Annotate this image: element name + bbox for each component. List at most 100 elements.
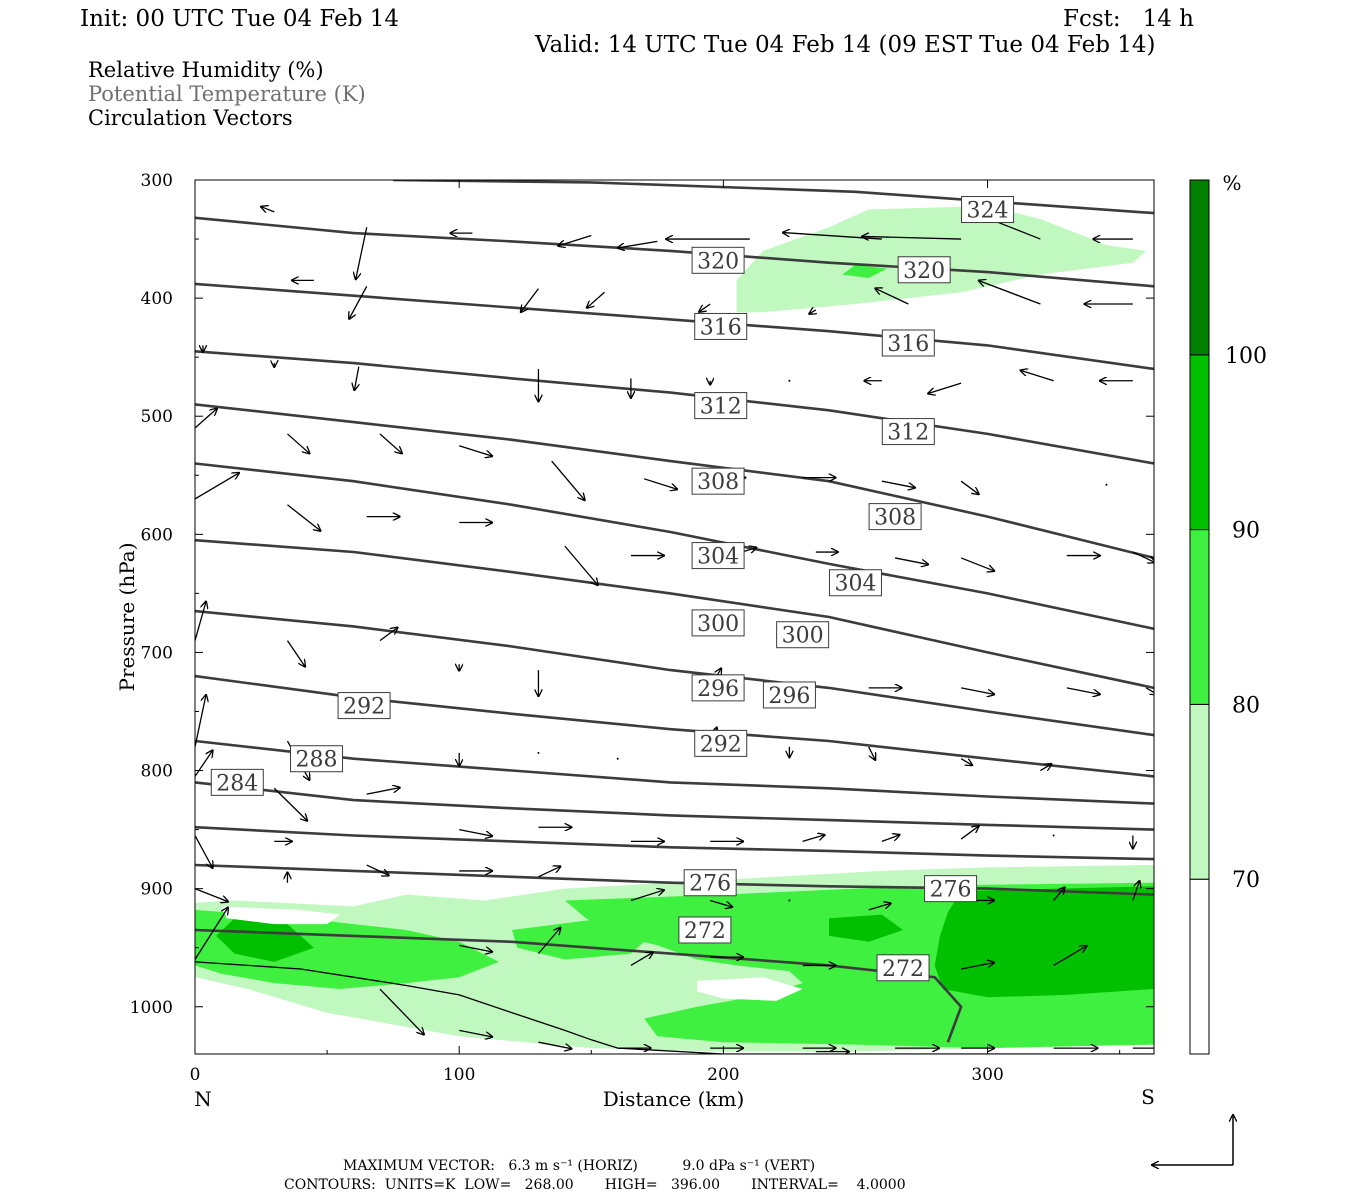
theta-contour-324 [393,180,1154,215]
circulation-vector [616,757,619,760]
theta-contour-300 [195,538,1154,690]
circulation-vector [195,888,228,902]
circulation-vector [287,504,320,531]
circulation-vector [894,557,928,565]
circulation-vector [366,864,389,875]
theta-contour-276 [195,863,1154,896]
circulation-vector [459,944,492,952]
colorbar-tick-label: 80 [1232,693,1260,718]
circulation-vector [537,928,560,955]
circulation-vector [459,1029,492,1037]
circulation-vector [366,788,400,795]
circulation-vector [379,628,398,642]
legend-circulation-vectors: Circulation Vectors [88,106,293,130]
circulation-vector [287,433,309,454]
theta-label: 272 [882,957,924,982]
circulation-vector [961,962,994,970]
y-tick-label: 300 [141,171,173,191]
theta-label: 288 [296,748,338,773]
theta-label-box [691,609,745,637]
north-label: N [194,1087,212,1111]
theta-label-box [691,467,745,495]
theta-contour-272 [195,928,963,1043]
valid-time: Valid: 14 UTC Tue 04 Feb 14 (09 EST Tue … [535,32,1156,58]
theta-label-box [961,196,1015,224]
theta-label-box [881,329,935,357]
circulation-vector [537,751,540,754]
circulation-vector [875,288,909,305]
circulation-vector [356,227,368,279]
theta-label: 316 [887,332,929,357]
circulation-vector [709,899,732,907]
theta-label: 312 [700,395,742,420]
init-time: Init: 00 UTC Tue 04 Feb 14 [80,6,400,32]
contour-info: CONTOURS: UNITS=K LOW= 268.00 HIGH= 396.… [284,1177,906,1193]
rh-region [221,906,341,925]
theta-label: 296 [768,684,810,709]
plot-area: 324 320 320 316 316 312 312 308 308 304 304 300 300 2… [195,180,1154,1054]
colorbar-segment [1189,529,1210,705]
theta-label: 292 [343,695,385,720]
circulation-vector [643,478,677,489]
theta-label: 296 [697,677,739,702]
circulation-vector [354,366,358,390]
circulation-vector [960,480,979,494]
circulation-vector [195,409,217,429]
max-vector-note: MAXIMUM VECTOR: 6.3 m s⁻¹ (HORIZ) 9.0 dP… [343,1158,816,1174]
x-axis-label: Distance (km) [603,1087,745,1111]
circulation-vector [1132,551,1154,562]
circulation-vector [862,236,962,239]
circulation-vector [788,379,791,382]
x-tick-label: 200 [707,1065,739,1085]
theta-label-box [876,954,930,982]
theta-contour-280 [195,825,1154,861]
theta-label-box [694,392,748,420]
y-tick-label: 800 [141,762,173,782]
terrain-line [195,961,1154,1054]
theta-contour-296 [195,609,1154,737]
theta-label-box [694,312,748,340]
theta-label-box [678,916,732,944]
circulation-vector [1132,881,1140,901]
circulation-vector [961,687,994,695]
colorbar-unit: % [1222,171,1241,195]
circulation-vector [564,545,598,585]
colorbar-tick-label: 70 [1232,868,1260,893]
rh-region [216,918,314,962]
theta-label-box [868,503,922,531]
circulation-vector [630,890,664,902]
circulation-vector [868,903,891,911]
theta-label: 276 [689,872,731,897]
circulation-vector [379,988,424,1035]
circulation-vector [928,382,962,393]
theta-label-box [897,256,951,284]
theta-label-box [683,869,737,897]
circulation-vector [868,746,876,760]
y-tick-label: 400 [141,289,173,309]
circulation-vector [558,234,592,246]
theta-contour-304 [195,462,1154,631]
theta-label: 276 [930,878,972,903]
circulation-vector [802,835,825,843]
theta-label: 308 [874,506,916,531]
theta-contour-308 [195,403,1154,560]
circulation-vector [195,695,206,748]
theta-label-box [337,692,391,720]
circulation-vector [521,288,539,312]
colorbar-tick-label: 100 [1225,344,1267,369]
x-tick-label: 0 [190,1065,201,1085]
theta-label-box [762,681,816,709]
circulation-vector [273,787,307,821]
colorbar-tick-label: 90 [1232,519,1260,544]
circulation-vector [538,866,560,878]
forecast-hour: Fcst: 14 h [1063,6,1194,32]
circulation-vector [1052,834,1055,837]
rh-region [842,265,888,278]
circulation-vector [459,828,492,837]
circulation-vector [1145,687,1154,695]
theta-contour-316 [195,282,1154,371]
theta-label: 308 [697,470,739,495]
theta-label: 320 [903,259,945,284]
colorbar-segment [1189,179,1210,356]
theta-label: 324 [967,199,1009,224]
